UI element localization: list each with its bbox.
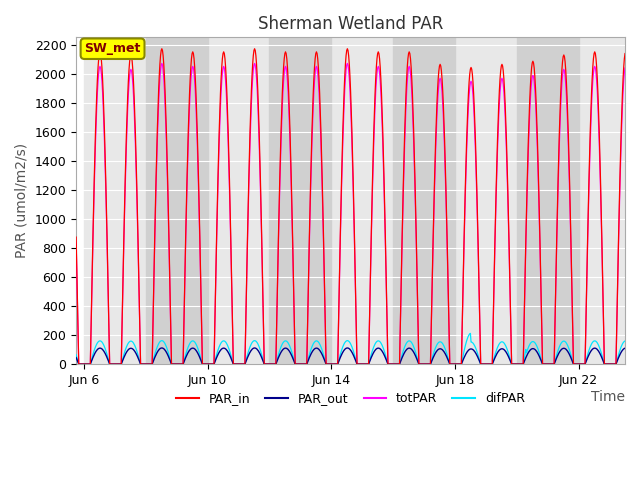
- Bar: [207, 37, 269, 364]
- Bar: [84, 37, 146, 364]
- Title: Sherman Wetland PAR: Sherman Wetland PAR: [258, 15, 444, 33]
- Text: SW_met: SW_met: [84, 42, 141, 55]
- Y-axis label: PAR (umol/m2/s): PAR (umol/m2/s): [15, 143, 29, 258]
- Legend: PAR_in, PAR_out, totPAR, difPAR: PAR_in, PAR_out, totPAR, difPAR: [172, 387, 530, 410]
- Bar: [393, 37, 455, 364]
- Bar: [455, 37, 516, 364]
- Text: Time: Time: [591, 390, 625, 404]
- Bar: [269, 37, 332, 364]
- Bar: [516, 37, 579, 364]
- Bar: [332, 37, 393, 364]
- Bar: [579, 37, 640, 364]
- Bar: [146, 37, 207, 364]
